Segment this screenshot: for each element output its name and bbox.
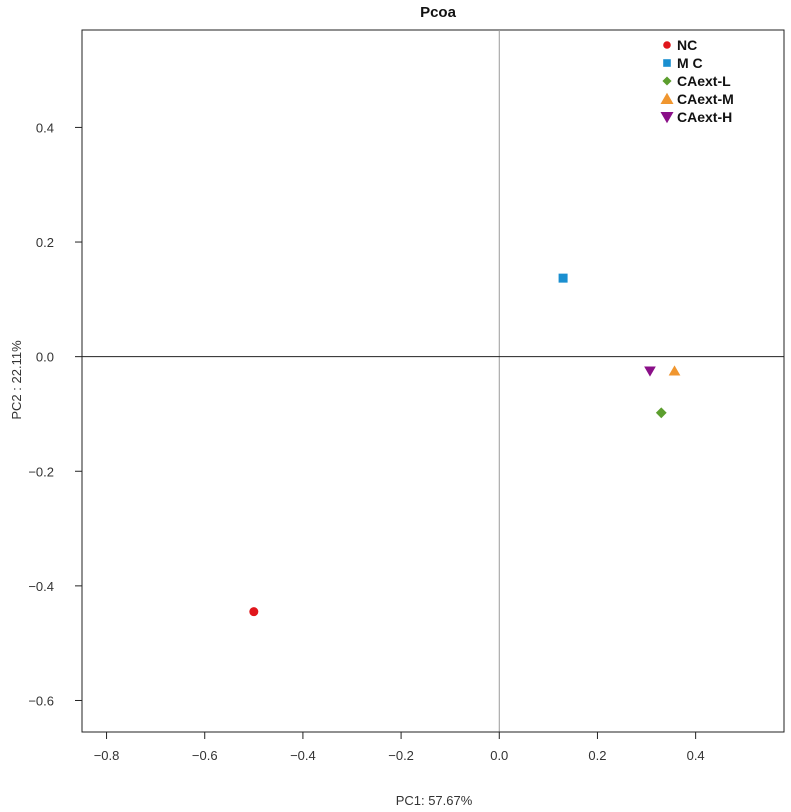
x-tick-label: 0.2 — [588, 748, 606, 763]
legend-symbol — [660, 92, 674, 104]
legend-label: CAext-M — [677, 91, 734, 107]
data-points — [249, 273, 681, 617]
legend: NC M C CAext-L CAext-M CAext-H — [660, 37, 734, 125]
data-point — [644, 366, 656, 377]
legend-symbol — [660, 112, 674, 124]
x-axis: −0.8 −0.6 −0.4 −0.2 0.0 0.2 0.4 — [94, 731, 705, 763]
legend-symbol — [662, 76, 672, 86]
x-tick-label: 0.4 — [687, 748, 705, 763]
legend-label: M C — [677, 55, 703, 71]
legend-symbol — [663, 41, 671, 49]
y-axis: −0.6 −0.4 −0.2 0.0 0.2 0.4 — [28, 120, 83, 708]
data-point — [655, 407, 667, 419]
data-point — [558, 273, 568, 283]
x-tick-label: 0.0 — [490, 748, 508, 763]
y-axis-label: PC2 : 22.11% — [9, 340, 24, 420]
x-tick-label: −0.4 — [290, 748, 316, 763]
y-tick-label: −0.4 — [28, 579, 54, 594]
y-tick-label: −0.6 — [28, 693, 54, 708]
y-tick-label: −0.2 — [28, 464, 54, 479]
y-tick-label: 0.2 — [36, 235, 54, 250]
data-point — [668, 365, 681, 376]
y-tick-label: 0.0 — [36, 350, 54, 365]
legend-label: NC — [677, 37, 697, 53]
legend-label: CAext-H — [677, 109, 732, 125]
x-tick-label: −0.2 — [388, 748, 414, 763]
chart-title: Pcoa — [420, 4, 457, 21]
x-tick-label: −0.8 — [94, 748, 120, 763]
y-tick-label: 0.4 — [36, 120, 54, 135]
data-point — [249, 607, 259, 617]
plot-frame — [81, 29, 785, 733]
legend-symbol — [663, 59, 671, 67]
x-axis-label: PC1: 57.67% — [396, 793, 473, 808]
legend-label: CAext-L — [677, 73, 731, 89]
x-tick-label: −0.6 — [192, 748, 218, 763]
